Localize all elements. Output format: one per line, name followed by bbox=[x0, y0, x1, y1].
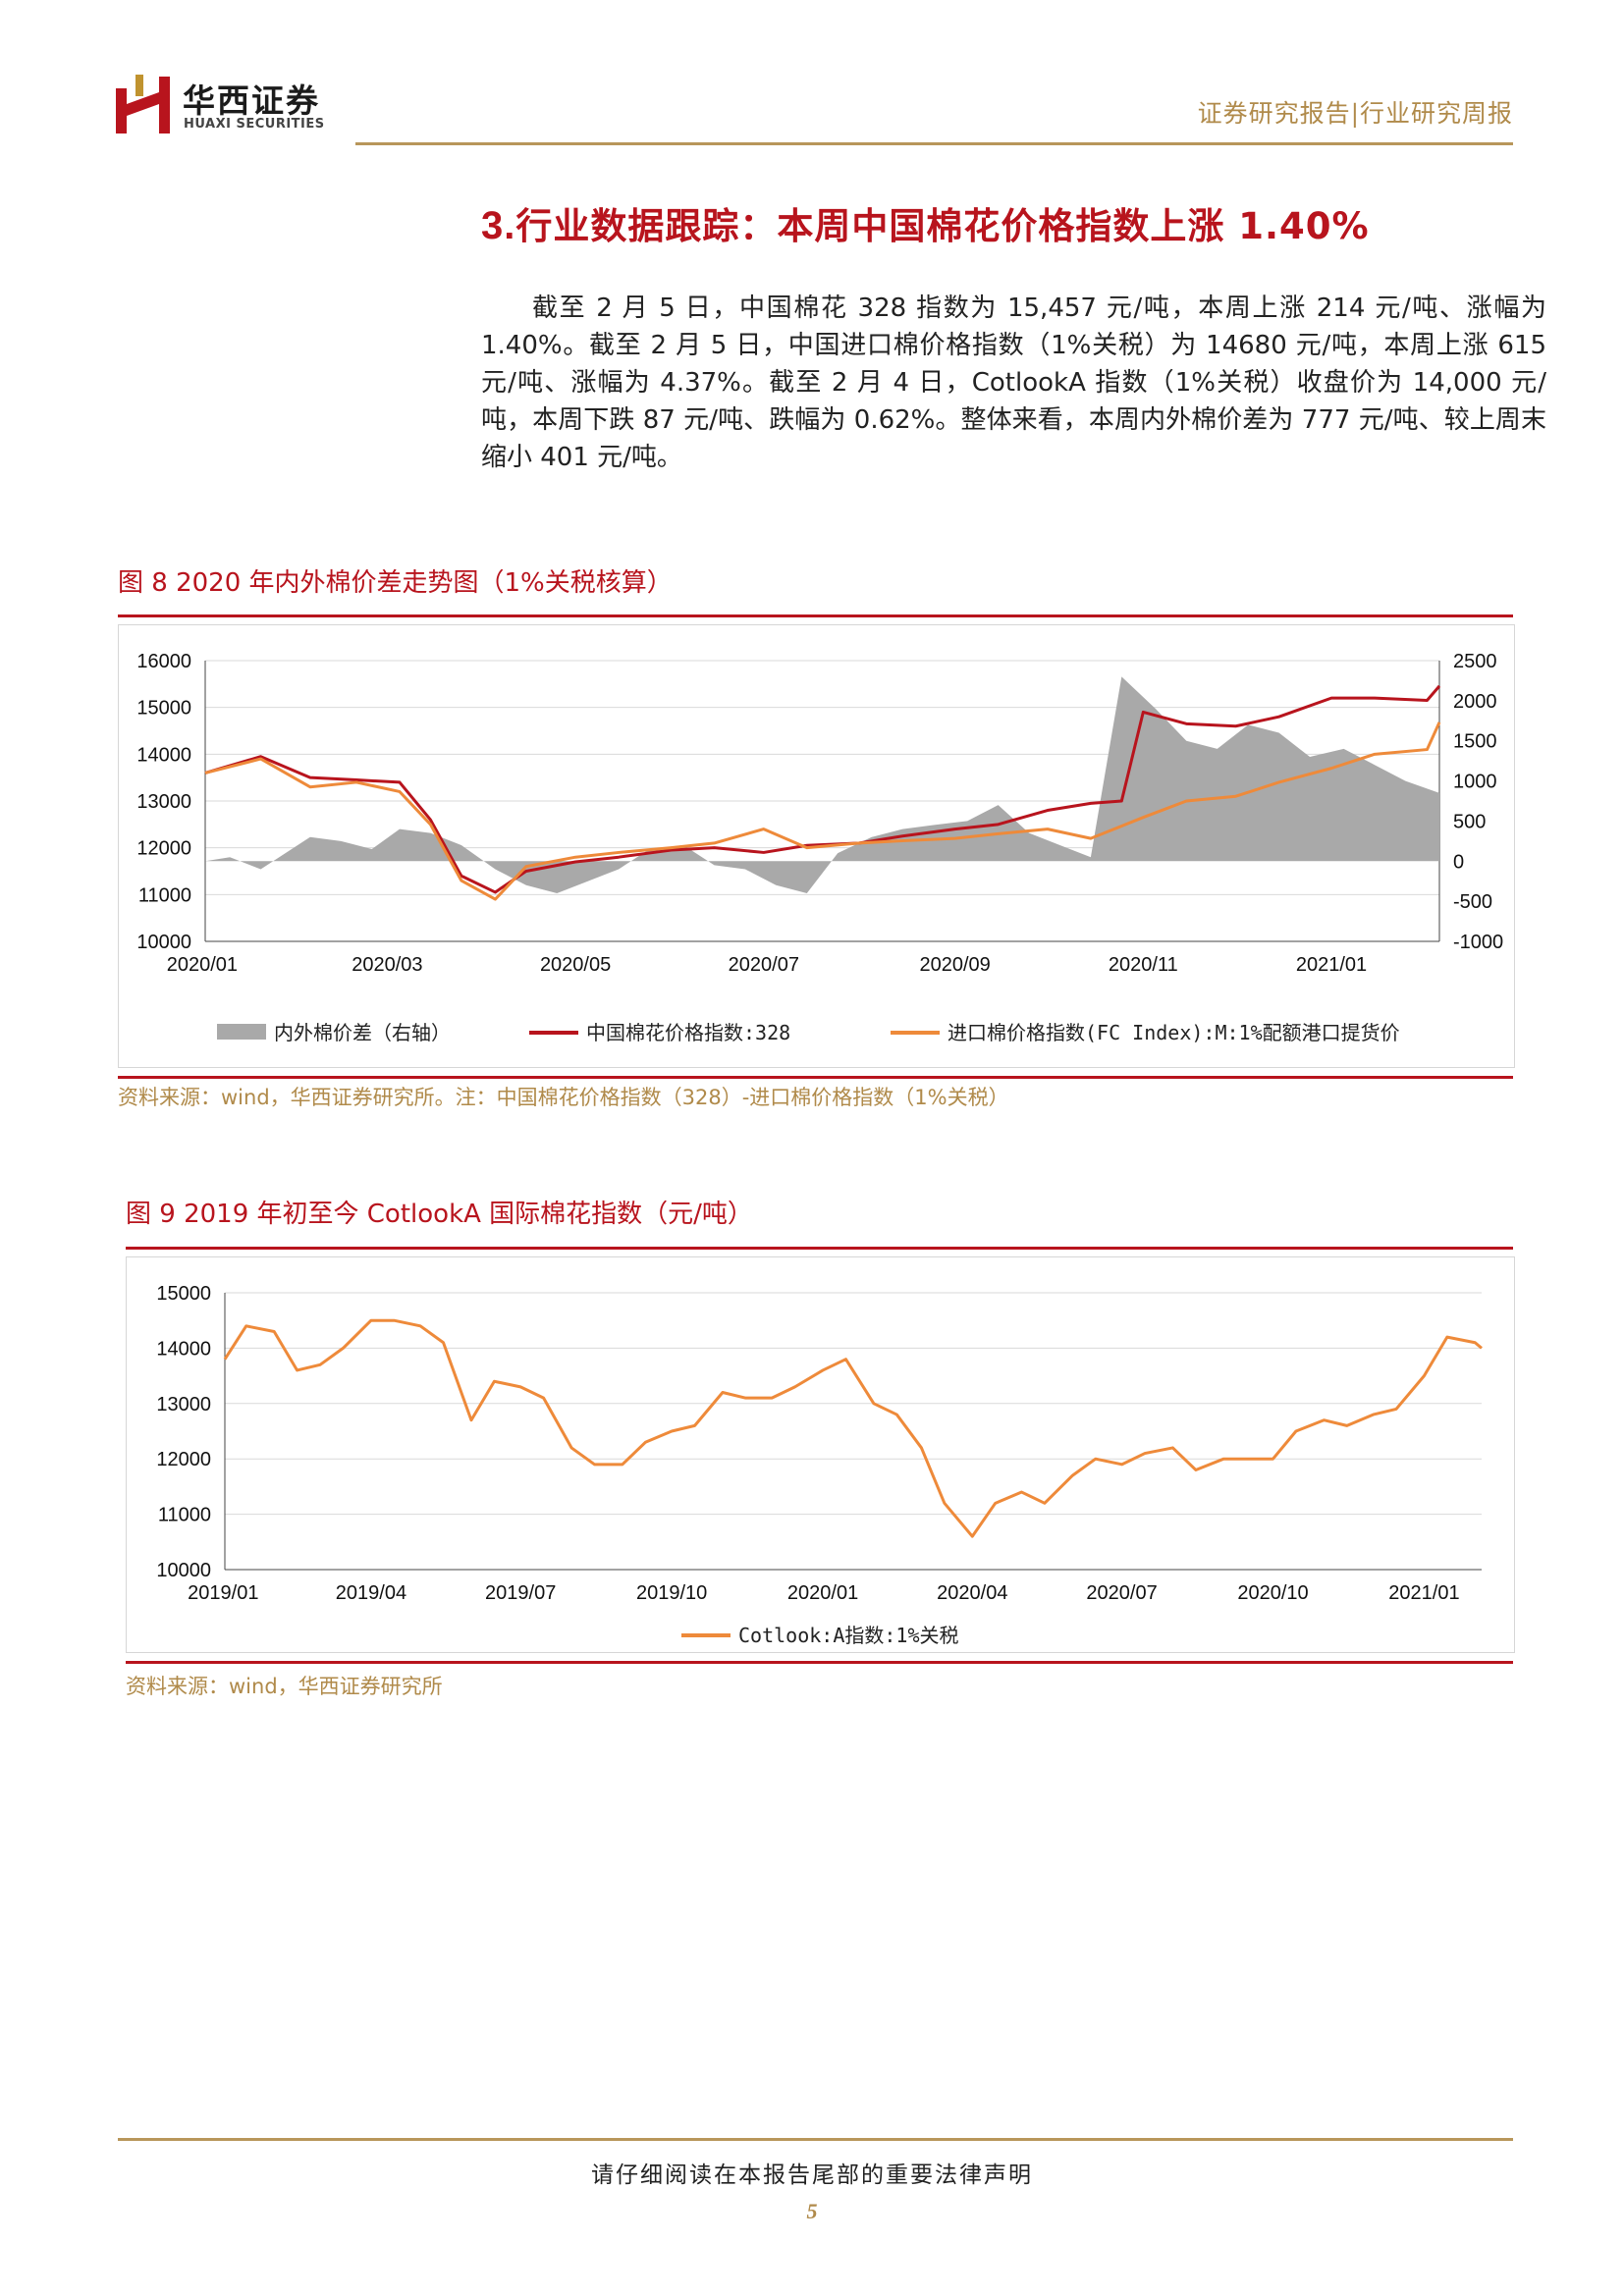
x-tick-label: 2019/10 bbox=[636, 1582, 707, 1604]
x-tick-label: 2020/01 bbox=[787, 1582, 858, 1604]
x-tick-label: 2020/03 bbox=[352, 954, 422, 976]
brand-name-cn: 华西证券 bbox=[183, 81, 320, 120]
x-tick-label: 2020/05 bbox=[540, 954, 611, 976]
y-left-tick-label: 11000 bbox=[158, 1505, 211, 1526]
x-tick-label: 2020/10 bbox=[1237, 1582, 1308, 1604]
y-left-tick-label: 15000 bbox=[156, 1283, 211, 1305]
figure9-bottom-rule bbox=[126, 1661, 1513, 1664]
report-type: 证券研究报告|行业研究周报 bbox=[1197, 99, 1513, 128]
x-tick-label: 2020/09 bbox=[919, 954, 990, 976]
series-area-spread bbox=[205, 676, 1439, 893]
x-tick-label: 2020/07 bbox=[729, 954, 799, 976]
y-left-tick-label: 13000 bbox=[156, 1394, 211, 1415]
legend-label: 中国棉花价格指数:328 bbox=[586, 1021, 790, 1044]
section-number: 3. bbox=[481, 204, 516, 247]
x-tick-label: 2020/11 bbox=[1109, 954, 1178, 976]
figure8-svg: 1600015000140001300012000110001000025002… bbox=[136, 651, 1503, 1044]
legend-label: 内外棉价差（右轴） bbox=[274, 1021, 451, 1044]
x-tick-label: 2020/01 bbox=[167, 954, 238, 976]
x-tick-label: 2019/07 bbox=[485, 1582, 556, 1604]
x-tick-label: 2020/04 bbox=[937, 1582, 1007, 1604]
x-tick-label: 2021/01 bbox=[1296, 954, 1367, 976]
body-paragraph: 截至 2 月 5 日，中国棉花 328 指数为 15,457 元/吨，本周上涨 … bbox=[481, 294, 1546, 472]
figure9-title: 图 9 2019 年初至今 CotlookA 国际棉花指数（元/吨） bbox=[126, 1200, 753, 1229]
y-right-tick-label: 2000 bbox=[1453, 691, 1497, 713]
x-tick-label: 2020/07 bbox=[1086, 1582, 1157, 1604]
y-right-tick-label: 500 bbox=[1453, 811, 1486, 832]
series-line-2 bbox=[204, 721, 1441, 901]
y-right-tick-label: -500 bbox=[1453, 891, 1492, 913]
series-line-0 bbox=[223, 1318, 1483, 1538]
y-left-tick-label: 13000 bbox=[136, 791, 191, 813]
y-right-tick-label: 0 bbox=[1453, 851, 1464, 873]
figure8-chart: 16000 15000 14000 13000 12000 11000 10000 2500 2… bbox=[118, 624, 1515, 1068]
y-left-tick-label: 10000 bbox=[136, 932, 191, 953]
figure8-top-rule bbox=[118, 614, 1513, 617]
legend-label: 进口棉价格指数(FC Index):M:1%配额港口提货价 bbox=[947, 1021, 1400, 1044]
footer-disclaimer: 请仔细阅读在本报告尾部的重要法律声明 bbox=[591, 2163, 1033, 2188]
y-left-tick-label: 12000 bbox=[136, 838, 191, 860]
y-left-tick-label: 16000 bbox=[136, 651, 191, 672]
figure8-title: 图 8 2020 年内外棉价差走势图（1%关税核算） bbox=[118, 568, 673, 598]
x-tick-label: 2021/01 bbox=[1388, 1582, 1459, 1604]
page-number: 5 bbox=[806, 2199, 818, 2223]
x-tick-label: 2019/04 bbox=[336, 1582, 406, 1604]
figure9-source: 资料来源：wind，华西证券研究所 bbox=[126, 1675, 443, 1698]
y-left-tick-label: 12000 bbox=[156, 1449, 211, 1470]
y-right-tick-label: 2500 bbox=[1453, 651, 1497, 672]
y-left-tick-label: 14000 bbox=[156, 1338, 211, 1360]
huaxi-logo-icon bbox=[116, 75, 171, 135]
figure8-bottom-rule bbox=[118, 1076, 1513, 1079]
y-left-tick-label: 15000 bbox=[136, 698, 191, 720]
y-right-tick-label: -1000 bbox=[1453, 932, 1503, 953]
section-title: 3.行业数据跟踪：本周中国棉花价格指数上涨 1.40% bbox=[481, 196, 1370, 249]
legend-label: Cotlook:A指数:1%关税 bbox=[738, 1624, 959, 1647]
y-left-tick-label: 10000 bbox=[156, 1560, 211, 1581]
y-right-tick-label: 1500 bbox=[1453, 731, 1497, 753]
figure9-chart: 15000 14000 13000 12000 11000 10000 2019/01 201… bbox=[126, 1256, 1515, 1653]
x-tick-label: 2019/01 bbox=[188, 1582, 258, 1604]
figure8-source: 资料来源：wind，华西证券研究所。注：中国棉花价格指数（328）-进口棉价格指… bbox=[118, 1086, 1009, 1109]
y-left-tick-label: 11000 bbox=[138, 884, 191, 906]
figure9-top-rule bbox=[126, 1247, 1513, 1250]
footer-divider bbox=[118, 2138, 1513, 2141]
y-left-tick-label: 14000 bbox=[136, 744, 191, 766]
legend-swatch-area bbox=[217, 1024, 266, 1040]
y-right-tick-label: 1000 bbox=[1453, 772, 1497, 793]
header-divider bbox=[355, 142, 1513, 145]
section-title-text: 行业数据跟踪：本周中国棉花价格指数上涨 1.40% bbox=[515, 205, 1370, 247]
brand-name-en: HUAXI SECURITIES bbox=[184, 117, 325, 132]
